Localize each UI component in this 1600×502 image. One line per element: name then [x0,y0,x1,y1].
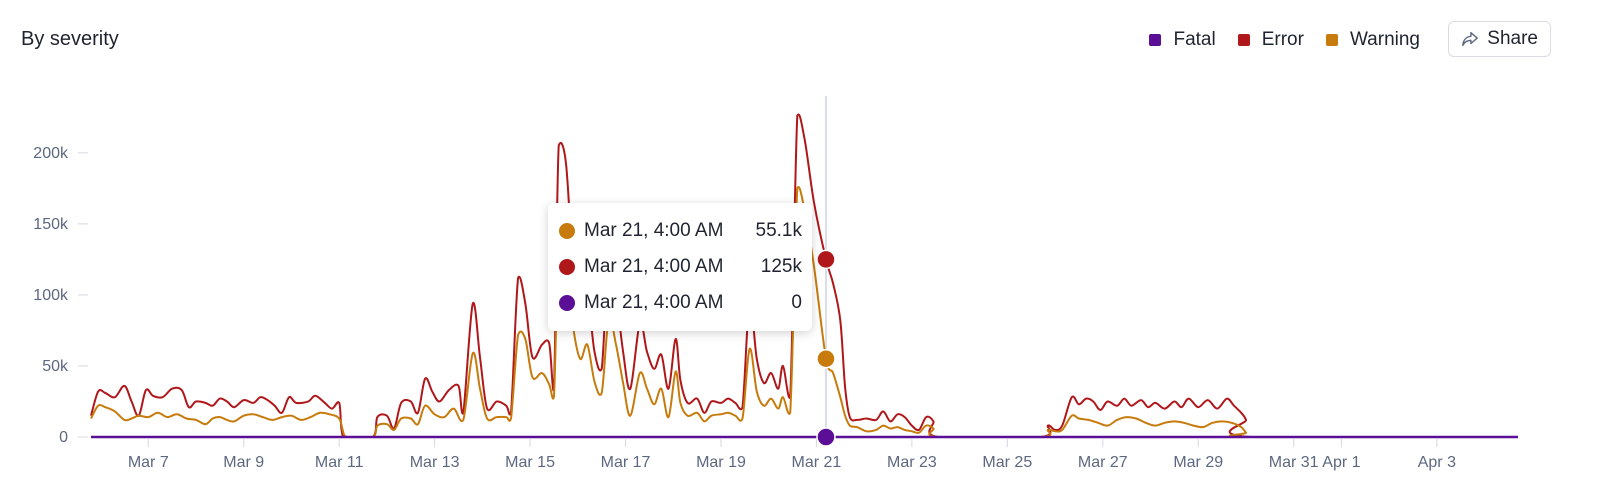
x-tick-label: Apr 3 [1418,454,1456,471]
x-tick-label: Mar 21 [792,454,842,471]
tooltip-time-fatal: Mar 21, 4:00 AM [584,292,724,313]
tooltip-row-error: Mar 21, 4:00 AM 125k [559,249,802,285]
series-line-warning [90,186,1518,439]
x-tick-label: Mar 19 [696,454,746,471]
hover-markers [816,249,836,447]
legend-item-warning[interactable]: Warning [1325,29,1420,51]
x-tick-label: Mar 29 [1173,454,1223,471]
tooltip-time-error: Mar 21, 4:00 AM [584,256,724,277]
x-tick-label: Mar 23 [887,454,937,471]
tooltip-time-warning: Mar 21, 4:00 AM [584,220,724,241]
x-tick-label: Apr 1 [1322,454,1360,471]
tooltip-value-error: 125k [760,256,802,277]
x-tick-label: Mar 9 [223,454,264,471]
share-label: Share [1487,28,1538,49]
chart-title: By severity [21,28,119,50]
x-tick-label: Mar 11 [315,454,364,471]
y-tick-label: 200k [33,145,69,162]
share-button[interactable]: Share [1448,21,1551,57]
y-tick-label: 0 [59,429,68,446]
legend-label-fatal: Fatal [1173,29,1216,50]
x-axis: Mar 7 Mar 9 Mar 11 Mar 13 Mar 15 Mar 17 Mar 19… [128,439,1456,471]
x-tick-label: Mar 7 [128,454,169,471]
hover-marker-error [816,249,836,270]
tooltip-dot-fatal [559,295,575,311]
tooltip-row-warning: Mar 21, 4:00 AM 55.1k [559,213,802,249]
y-axis: 0 50k 100k 150k 200k [33,145,88,446]
legend-swatch-fatal [1149,34,1162,46]
legend-label-error: Error [1261,29,1304,50]
legend-swatch-warning [1325,34,1338,46]
x-tick-label: Mar 25 [982,454,1032,471]
hover-marker-fatal [816,427,836,447]
tooltip-row-fatal: Mar 21, 4:00 AM 0 [559,285,802,321]
legend-item-fatal[interactable]: Fatal [1149,29,1216,51]
x-tick-label: Mar 27 [1078,454,1128,471]
x-tick-label: Mar 15 [505,454,555,471]
x-tick-label: Mar 31 [1269,454,1319,471]
tooltip-dot-warning [559,223,575,239]
hover-marker-warning [816,348,836,369]
tooltip-value-fatal: 0 [791,292,802,313]
x-tick-label: Mar 13 [410,454,460,471]
y-tick-label: 100k [33,287,69,304]
x-tick-label: Mar 17 [601,454,651,471]
y-tick-label: 50k [42,358,69,375]
legend-item-error[interactable]: Error [1237,29,1304,51]
tooltip-value-warning: 55.1k [755,220,802,241]
legend-swatch-error [1237,34,1250,46]
y-tick-label: 150k [33,216,69,233]
share-arrow-icon [1462,31,1479,47]
tooltip: Mar 21, 4:00 AM 55.1k Mar 21, 4:00 AM 12… [548,203,812,331]
tooltip-dot-error [559,259,575,275]
legend-label-warning: Warning [1349,29,1420,50]
legend: Fatal Error Warning [1149,29,1420,51]
